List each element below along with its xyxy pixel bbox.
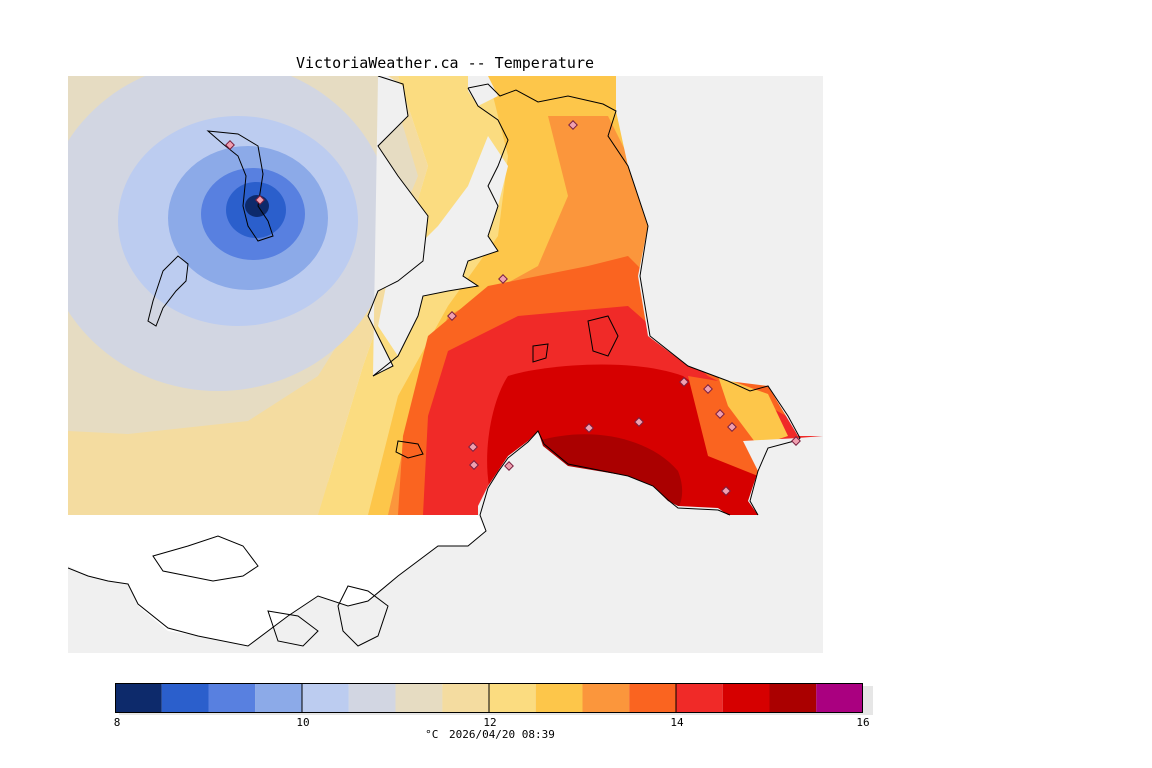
legend-tick: 14 — [670, 716, 684, 729]
legend-swatch — [302, 683, 349, 713]
station-marker — [469, 460, 479, 470]
station-marker — [721, 486, 731, 496]
station-marker — [255, 195, 265, 205]
temperature-map[interactable] — [68, 76, 823, 653]
legend-swatch — [161, 683, 209, 713]
temperature-field-west — [68, 76, 428, 515]
legend-swatch — [582, 683, 630, 713]
legend-swatch — [769, 683, 817, 713]
station-marker — [568, 120, 578, 130]
station-markers — [225, 120, 801, 496]
legend-swatch — [395, 683, 443, 713]
legend-swatch — [535, 683, 583, 713]
station-marker — [584, 423, 594, 433]
ocean-masks — [368, 76, 823, 515]
unit-label: °C — [425, 728, 439, 741]
color-legend — [115, 683, 875, 719]
legend-swatch — [442, 683, 489, 713]
map-title: VictoriaWeather.ca -- Temperature — [295, 54, 594, 72]
legend-tick: 16 — [856, 716, 870, 729]
station-marker — [634, 417, 644, 427]
station-marker — [498, 274, 508, 284]
station-marker — [703, 384, 713, 394]
station-marker — [468, 442, 478, 452]
station-marker — [679, 377, 689, 387]
legend-tick: 10 — [296, 716, 310, 729]
station-marker — [791, 436, 801, 446]
lower-land-region — [68, 515, 486, 646]
legend-swatch — [676, 683, 723, 713]
station-marker — [715, 409, 725, 419]
station-marker — [727, 422, 737, 432]
station-marker — [225, 140, 235, 150]
legend-caption: °C 2026/04/20 08:39 — [0, 728, 980, 741]
legend-swatch — [255, 683, 302, 713]
legend-swatch — [489, 683, 536, 713]
legend-swatch — [722, 683, 770, 713]
legend-tick: 8 — [113, 716, 121, 729]
station-marker — [447, 311, 457, 321]
station-marker — [504, 461, 514, 471]
legend-swatch — [816, 683, 863, 713]
legend-swatch — [208, 683, 256, 713]
timestamp-label: 2026/04/20 08:39 — [448, 728, 555, 741]
legend-swatch — [115, 683, 162, 713]
legend-swatch — [629, 683, 676, 713]
legend-tick: 12 — [483, 716, 497, 729]
legend-swatch — [348, 683, 396, 713]
